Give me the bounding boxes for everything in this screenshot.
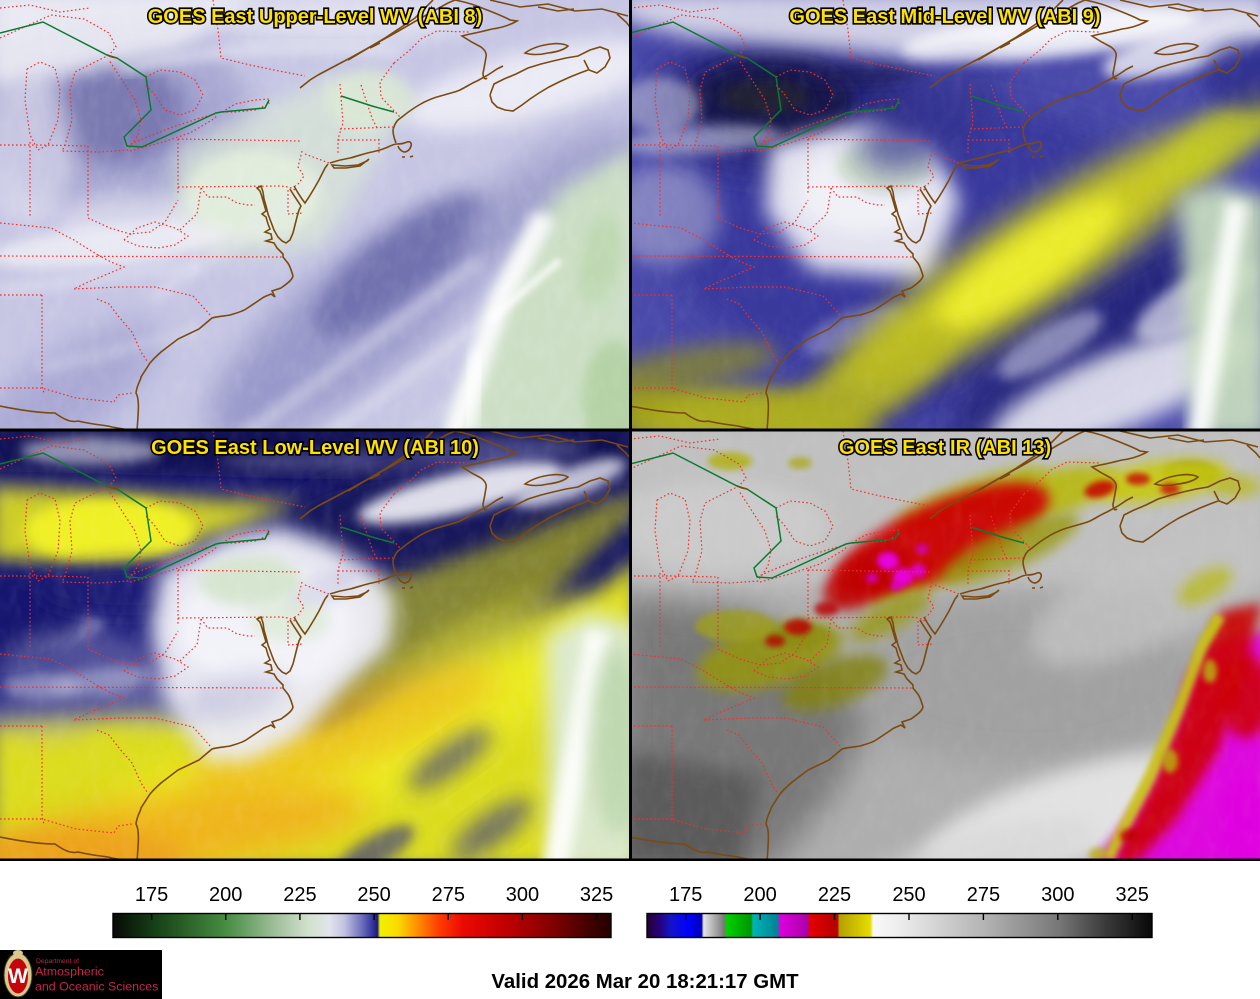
svg-text:W: W xyxy=(8,965,28,988)
svg-text:Department of: Department of xyxy=(36,958,79,965)
svg-text:GOES East Upper-Level WV (ABI: GOES East Upper-Level WV (ABI 8) xyxy=(148,6,483,28)
svg-text:and Oceanic Sciences: and Oceanic Sciences xyxy=(35,980,158,994)
svg-text:250: 250 xyxy=(357,884,390,906)
svg-text:175: 175 xyxy=(135,884,168,906)
svg-text:GOES East IR (ABI 13): GOES East IR (ABI 13) xyxy=(839,437,1051,459)
svg-text:250: 250 xyxy=(892,884,925,906)
svg-text:GOES East Mid-Level WV (ABI 9): GOES East Mid-Level WV (ABI 9) xyxy=(789,6,1100,28)
svg-text:Valid 2026 Mar 20 18:21:17 GMT: Valid 2026 Mar 20 18:21:17 GMT xyxy=(491,971,799,993)
svg-text:275: 275 xyxy=(432,884,465,906)
svg-text:325: 325 xyxy=(1116,884,1149,906)
svg-text:300: 300 xyxy=(506,884,539,906)
svg-text:200: 200 xyxy=(209,884,242,906)
svg-text:GOES East Low-Level WV (ABI 10: GOES East Low-Level WV (ABI 10) xyxy=(151,437,479,459)
svg-text:300: 300 xyxy=(1041,884,1074,906)
svg-text:Atmospheric: Atmospheric xyxy=(35,965,104,979)
svg-text:225: 225 xyxy=(283,884,316,906)
svg-text:325: 325 xyxy=(580,884,613,906)
svg-text:275: 275 xyxy=(967,884,1000,906)
svg-text:225: 225 xyxy=(818,884,851,906)
svg-text:200: 200 xyxy=(743,884,776,906)
svg-text:175: 175 xyxy=(669,884,702,906)
